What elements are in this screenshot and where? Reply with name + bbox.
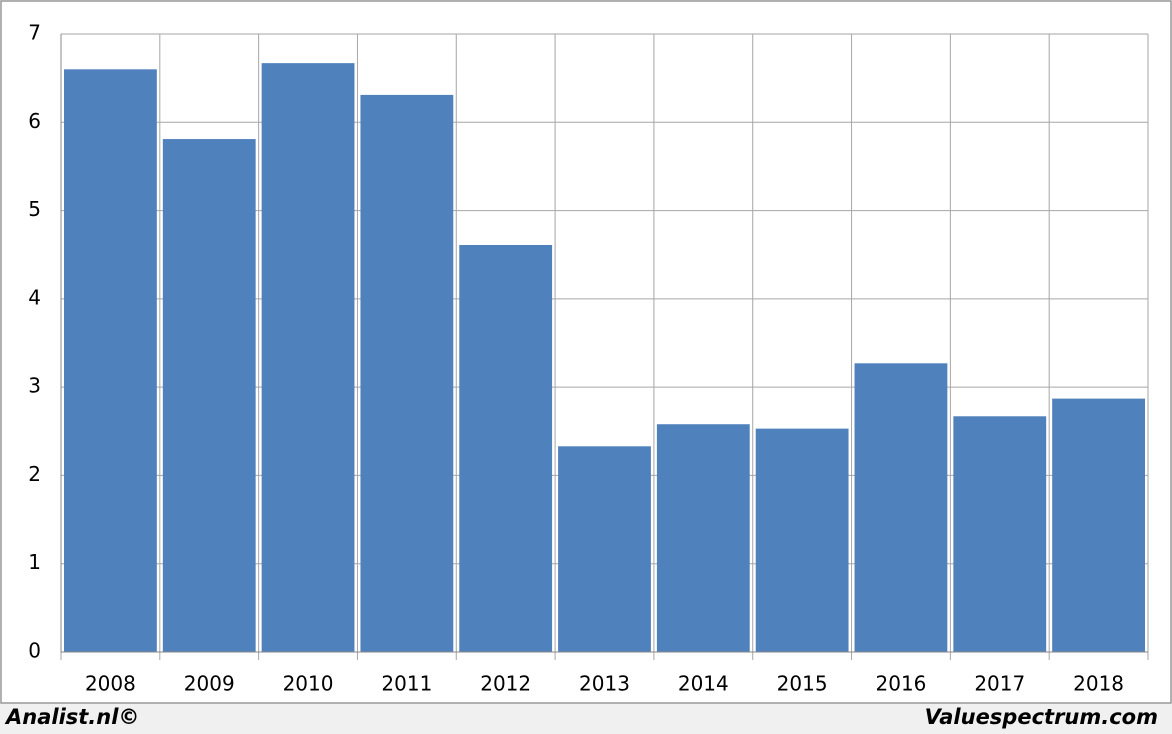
bar (656, 424, 750, 652)
x-tick-label: 2018 (1073, 672, 1124, 696)
x-tick-label: 2009 (184, 672, 235, 696)
y-tick-label: 2 (28, 462, 41, 486)
x-tick-label: 2012 (480, 672, 531, 696)
x-tick-label: 2017 (974, 672, 1025, 696)
bar (755, 428, 849, 652)
y-tick-label: 1 (28, 550, 41, 574)
x-tick-label: 2014 (678, 672, 729, 696)
bar (953, 416, 1047, 652)
x-tick-label: 2011 (381, 672, 432, 696)
x-tick-label: 2013 (579, 672, 630, 696)
bar (459, 245, 553, 652)
bar (558, 446, 651, 652)
bar (1052, 398, 1145, 652)
footer-right: Valuespectrum.com (925, 705, 1158, 729)
x-tick-label: 2010 (283, 672, 334, 696)
y-tick-label: 3 (28, 374, 41, 398)
bar (360, 94, 454, 653)
y-tick-label: 0 (28, 639, 41, 663)
x-tick-label: 2016 (876, 672, 927, 696)
y-tick-label: 5 (28, 197, 41, 221)
footer-left: Analist.nl© (4, 705, 139, 729)
bar (64, 69, 157, 653)
bar (261, 63, 355, 653)
x-tick-label: 2015 (777, 672, 828, 696)
y-tick-label: 4 (28, 285, 41, 309)
y-tick-label: 7 (28, 21, 41, 45)
x-tick-label: 2008 (85, 672, 136, 696)
y-tick-label: 6 (28, 109, 41, 133)
bar (854, 363, 948, 652)
bar (162, 139, 256, 652)
